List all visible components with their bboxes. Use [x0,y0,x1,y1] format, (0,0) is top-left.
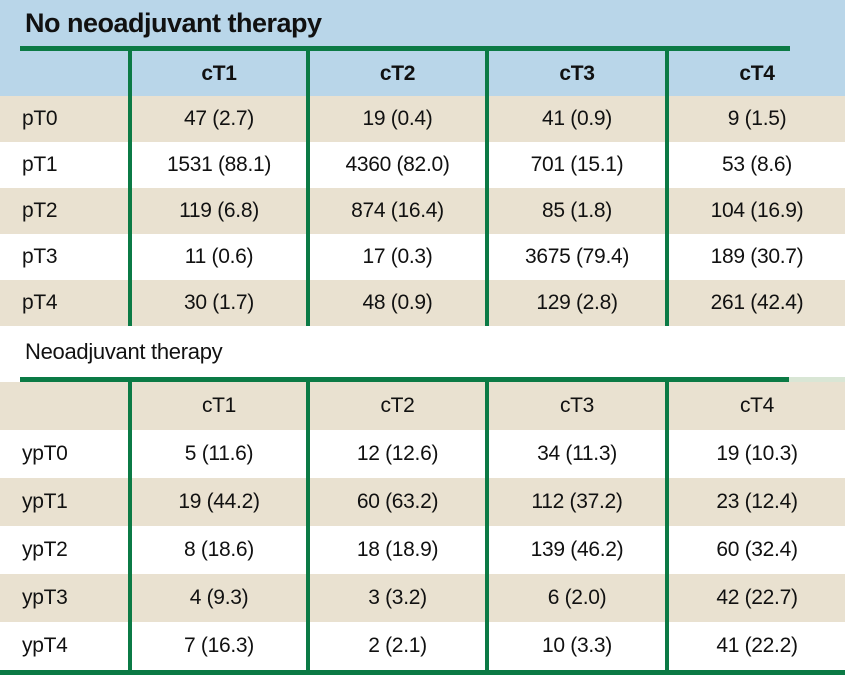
table2-top-rule-tail [788,377,845,382]
value-cell: 11 (0.6) [128,234,306,280]
value-cell: 19 (44.2) [128,478,306,526]
table2-col-ct4: cT4 [665,382,845,430]
value-cell: 42 (22.7) [665,574,845,622]
table-row: pT1 1531 (88.1) 4360 (82.0) 701 (15.1) 5… [0,142,845,188]
value-cell: 60 (63.2) [306,478,485,526]
table2-title: Neoadjuvant therapy [0,326,865,377]
row-label: pT4 [22,291,58,314]
value-cell: 19 (10.3) [665,430,845,478]
value-cell: 3 (3.2) [306,574,485,622]
row-label: ypT3 [22,586,68,609]
value-cell: 874 (16.4) [306,188,485,234]
row-label: pT1 [22,153,58,176]
value-cell: 41 (0.9) [485,96,665,142]
table-row: pT4 30 (1.7) 48 (0.9) 129 (2.8) 261 (42.… [0,280,845,326]
table1-col-ct4: cT4 [665,51,845,96]
value-cell: 41 (22.2) [665,622,845,670]
table2-bottom-rule [0,670,845,675]
table2-column-header-row: cT1 cT2 cT3 cT4 [0,382,845,430]
value-cell: 701 (15.1) [485,142,665,188]
row-label: pT0 [22,107,58,130]
value-cell: 139 (46.2) [485,526,665,574]
value-cell: 19 (0.4) [306,96,485,142]
table2-top-rule-green [20,377,789,382]
value-cell: 60 (32.4) [665,526,845,574]
table2-col-ct3: cT3 [485,382,665,430]
value-cell: 10 (3.3) [485,622,665,670]
value-cell: 85 (1.8) [485,188,665,234]
table1-top-rule [20,46,790,51]
table-no-neoadjuvant-therapy: No neoadjuvant therapy cT1 cT2 cT3 cT4 p… [0,0,845,326]
table-row: pT3 11 (0.6) 17 (0.3) 3675 (79.4) 189 (3… [0,234,845,280]
table1-col-ct1: cT1 [128,51,306,96]
value-cell: 34 (11.3) [485,430,665,478]
row-label: pT2 [22,199,58,222]
value-cell: 12 (12.6) [306,430,485,478]
table-neoadjuvant-therapy: cT1 cT2 cT3 cT4 ypT0 5 (11.6) 12 (12.6) … [0,377,845,675]
value-cell: 6 (2.0) [485,574,665,622]
table-row: ypT2 8 (18.6) 18 (18.9) 139 (46.2) 60 (3… [0,526,845,574]
value-cell: 9 (1.5) [665,96,845,142]
value-cell: 189 (30.7) [665,234,845,280]
row-label: ypT0 [22,442,68,465]
value-cell: 48 (0.9) [306,280,485,326]
table2-corner-cell [0,382,128,430]
value-cell: 30 (1.7) [128,280,306,326]
value-cell: 4 (9.3) [128,574,306,622]
row-label: ypT1 [22,490,68,513]
value-cell: 261 (42.4) [665,280,845,326]
table1-corner-cell [0,51,128,96]
table-row: pT2 119 (6.8) 874 (16.4) 85 (1.8) 104 (1… [0,188,845,234]
value-cell: 1531 (88.1) [128,142,306,188]
row-label: ypT4 [22,634,68,657]
table2-col-ct1: cT1 [128,382,306,430]
value-cell: 129 (2.8) [485,280,665,326]
table1-column-header-row: cT1 cT2 cT3 cT4 [0,51,845,96]
table-row: ypT0 5 (11.6) 12 (12.6) 34 (11.3) 19 (10… [0,430,845,478]
tables-content: No neoadjuvant therapy cT1 cT2 cT3 cT4 p… [0,0,845,675]
table-row: ypT4 7 (16.3) 2 (2.1) 10 (3.3) 41 (22.2) [0,622,845,670]
value-cell: 112 (37.2) [485,478,665,526]
row-label: pT3 [22,245,58,268]
value-cell: 104 (16.9) [665,188,845,234]
table1-col-ct2: cT2 [306,51,485,96]
table-row: ypT1 19 (44.2) 60 (63.2) 112 (37.2) 23 (… [0,478,845,526]
value-cell: 4360 (82.0) [306,142,485,188]
table-row: pT0 47 (2.7) 19 (0.4) 41 (0.9) 9 (1.5) [0,96,845,142]
value-cell: 5 (11.6) [128,430,306,478]
table-row: ypT3 4 (9.3) 3 (3.2) 6 (2.0) 42 (22.7) [0,574,845,622]
value-cell: 7 (16.3) [128,622,306,670]
table1-col-ct3: cT3 [485,51,665,96]
table2-col-ct2: cT2 [306,382,485,430]
value-cell: 47 (2.7) [128,96,306,142]
value-cell: 8 (18.6) [128,526,306,574]
table2-top-rule [20,377,845,382]
value-cell: 3675 (79.4) [485,234,665,280]
table1-header-block: No neoadjuvant therapy cT1 cT2 cT3 cT4 [0,0,845,96]
value-cell: 53 (8.6) [665,142,845,188]
value-cell: 119 (6.8) [128,188,306,234]
value-cell: 23 (12.4) [665,478,845,526]
value-cell: 2 (2.1) [306,622,485,670]
value-cell: 17 (0.3) [306,234,485,280]
table1-title: No neoadjuvant therapy [25,7,322,38]
value-cell: 18 (18.9) [306,526,485,574]
row-label: ypT2 [22,538,68,561]
